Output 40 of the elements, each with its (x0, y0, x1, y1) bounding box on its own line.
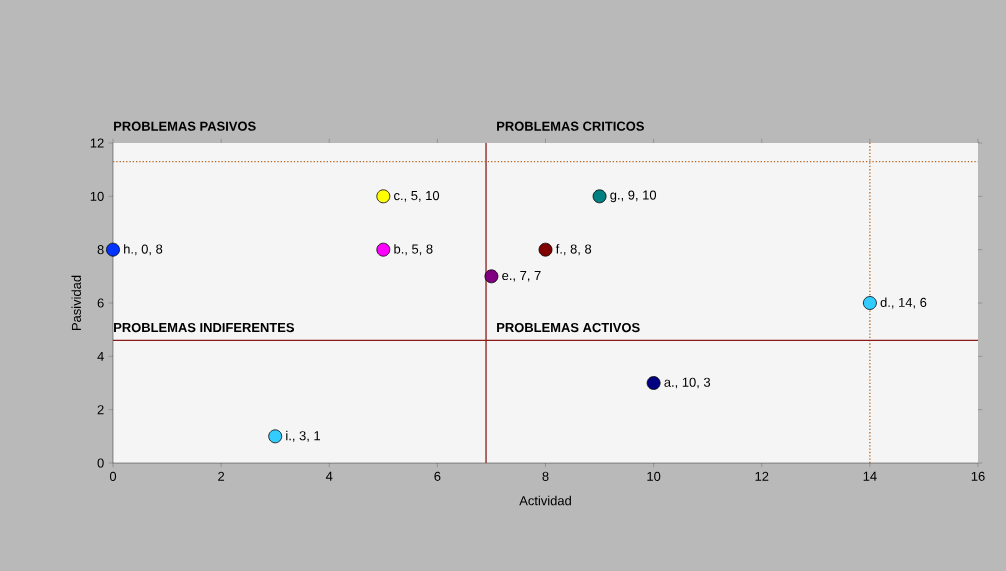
point (862, 296, 877, 310)
data-label: f., 8, 8 (555, 244, 592, 256)
point (592, 189, 607, 204)
y-tick-label: 8 (97, 245, 104, 255)
x-tick-label: 14 (863, 471, 877, 481)
x-tick-label: 12 (755, 471, 769, 481)
data-label: c., 5, 10 (394, 190, 440, 202)
data-label: h., 0, 8 (124, 244, 163, 256)
x-tick-label: 2 (218, 471, 225, 481)
annotation: PROBLEMAS INDIFERENTES (114, 322, 295, 333)
point (646, 376, 661, 390)
y-tick-label: 4 (97, 351, 104, 361)
text: PROBLEMAS CRITICOS (497, 121, 644, 131)
x-tick-label: 6 (434, 471, 441, 481)
x-tick-label: 16 (971, 471, 985, 481)
y-axis-title: Pasividad (71, 275, 81, 331)
y-tick-label: 12 (90, 138, 104, 148)
point (376, 189, 391, 204)
y-tick-label: 2 (97, 405, 104, 415)
x-axis-title: Actividad (519, 495, 571, 506)
y-tick-label: 10 (90, 191, 104, 201)
x-tick-label: 4 (325, 471, 333, 481)
text: PROBLEMAS PASIVOS (114, 121, 256, 131)
point (376, 242, 391, 257)
x-tick-label: 8 (542, 471, 549, 481)
x-tick-label: 10 (647, 471, 661, 481)
data-label: e., 7, 7 (502, 271, 541, 282)
data-label: g., 9, 10 (610, 190, 657, 203)
y-tick-label: 6 (97, 298, 104, 308)
data-label: a., 10, 3 (664, 377, 711, 389)
data-label: i., 3, 1 (286, 430, 321, 442)
point (106, 242, 120, 257)
data-label: d., 14, 6 (880, 297, 927, 309)
x-tick-label: 0 (109, 471, 117, 481)
point (484, 269, 499, 284)
data-label: b., 5, 8 (394, 244, 433, 256)
y-tick-label: 0 (97, 458, 104, 468)
annotation: PROBLEMAS ACTIVOS (497, 322, 640, 333)
point (268, 429, 283, 444)
point (538, 242, 553, 257)
